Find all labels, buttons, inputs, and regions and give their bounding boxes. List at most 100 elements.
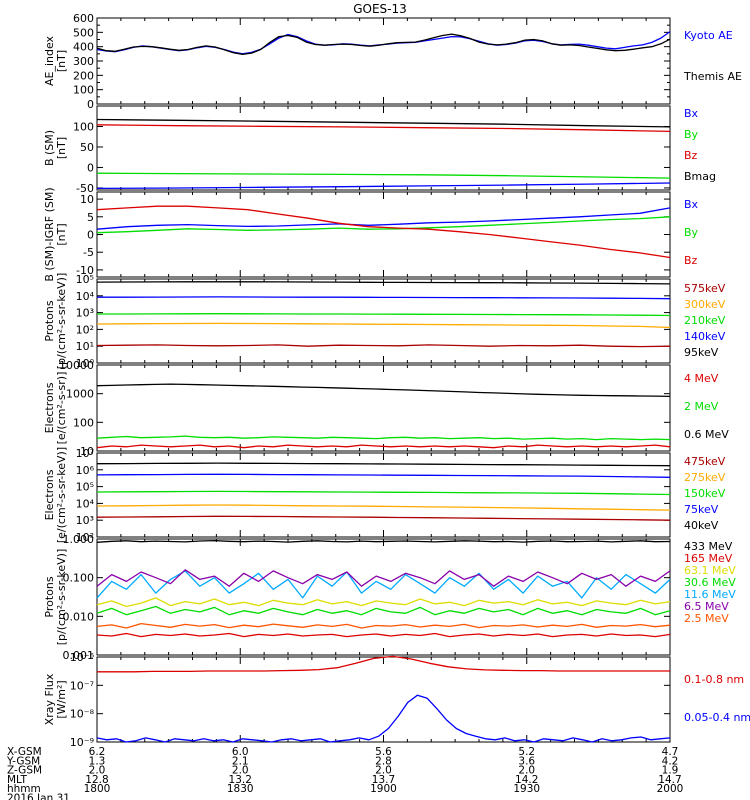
y-tick-label: 10 (80, 445, 94, 458)
legend-entry: 95keV (684, 346, 719, 359)
orbit-cell: 2.0 (518, 765, 535, 777)
series-line-140kev (97, 296, 671, 300)
y-tick-label: 10⁻⁷ (70, 679, 94, 692)
orbit-cell: 2.1 (232, 755, 249, 767)
orbit-row-label: MLT (7, 774, 27, 786)
y-tick-label: 10⁵ (76, 481, 94, 494)
y-tick-label: 300 (73, 55, 94, 68)
y-tick-label: 10000 (59, 359, 94, 372)
orbit-cell: 4.7 (662, 746, 679, 758)
series-line-575kev (96, 344, 671, 348)
y-axis-label: Electrons[e/(cm²-s-sr-keV)] (43, 447, 68, 543)
orbit-cell: 1930 (513, 783, 540, 795)
orbit-cell: 6.0 (232, 746, 249, 758)
legend-entry: Bx (684, 198, 699, 211)
panel-frame (96, 278, 671, 364)
legend-entry: 300keV (684, 298, 726, 311)
series-line-by (96, 216, 671, 234)
legend-entry: 210keV (684, 314, 726, 327)
legend-entry: 6.5 MeV (684, 600, 729, 613)
y-axis-label: Electrons[e/(cm²-s-sr)] (43, 372, 68, 445)
y-tick-label: 10⁻⁹ (70, 736, 94, 749)
orbit-row-label: hhmm (7, 783, 41, 795)
legend-entry: 165 MeV (684, 552, 733, 565)
legend-entry: 0.05-0.4 nm (684, 711, 750, 724)
series-line-bmag (96, 118, 671, 128)
legend-entry: By (684, 128, 699, 141)
legend-entry: 275keV (684, 471, 726, 484)
series-line-bz (96, 205, 671, 259)
series-line-4-mev (96, 444, 671, 449)
legend-entry: 75keV (684, 503, 719, 516)
panel-frame (96, 656, 671, 743)
legend-entry: Themis AE (683, 70, 742, 83)
orbit-cell: 2.0 (232, 765, 249, 777)
orbit-cell: 2.0 (375, 765, 392, 777)
y-axis-label: Xray Flux[W/m²] (43, 673, 68, 725)
orbit-cell: 13.7 (372, 774, 395, 786)
panel-magedel: 10² 10³ 10⁴ 10⁵ 10⁶ 10⁷ Electrons[e/(cm²-s-sr-… (43, 447, 726, 544)
orbit-cell: 1830 (227, 783, 254, 795)
y-tick-label: 0 (87, 229, 94, 242)
legend-entry: 2.5 MeV (684, 612, 729, 625)
panel-frame (96, 17, 671, 105)
y-tick-label: -10 (76, 264, 94, 277)
y-tick-label: 10² (76, 323, 94, 336)
legend-entry: By (684, 226, 699, 239)
panel-bsm: -50 0 50 100 B (SM)[nT] Bx By Bz Bmag (43, 105, 716, 195)
y-axis-label: B (SM)-IGRF (SM)[nT] (43, 187, 68, 281)
orbit-table: X-GSM 6.2 6.0 5.6 5.2 4.7 Y-GSM 1.3 2.1 2.8 3.6 4.2… (6, 746, 683, 800)
y-tick-label: 10⁻⁶ (70, 651, 95, 664)
legend-entry: Bx (684, 107, 699, 120)
y-tick-label: 0.010 (63, 610, 95, 623)
orbit-cell: 1800 (84, 783, 111, 795)
orbit-cell: 3.6 (518, 755, 535, 767)
series-line-40kev (96, 462, 671, 467)
y-tick-label: 400 (73, 41, 94, 54)
series-line-30-6-mev (96, 605, 671, 616)
series-line-bz (96, 124, 671, 133)
y-tick-label: 10⁴ (76, 497, 95, 510)
series-line-210kev (97, 313, 671, 317)
y-tick-label: 5 (87, 211, 94, 224)
y-tick-label: 10⁶ (76, 464, 95, 477)
orbit-cell: 2.8 (375, 755, 392, 767)
orbit-row-label: Z-GSM (7, 765, 42, 777)
y-tick-label: 0 (87, 98, 94, 111)
y-axis-label: B (SM)[nT] (43, 130, 68, 166)
y-tick-label: 0.001 (63, 649, 95, 662)
legend-entry: 2 MeV (684, 400, 719, 413)
orbit-row-label: Y-GSM (6, 755, 40, 767)
y-tick-label: 10² (76, 531, 94, 544)
y-tick-label: 10³ (76, 307, 94, 320)
orbit-cell: 1.9 (662, 765, 679, 777)
series-line-0-1-0-8-nm (97, 655, 670, 673)
y-tick-label: 10⁵ (76, 273, 94, 286)
legend-entry: 4 MeV (684, 372, 719, 385)
series-line-2-5-mev (96, 622, 671, 629)
series-line-6-5-mev (96, 569, 671, 587)
y-tick-label: 10⁰ (76, 357, 95, 370)
y-tick-label: 100 (73, 416, 94, 429)
legend-entry: Kyoto AE (684, 29, 733, 42)
series-line-themis-ae (96, 33, 671, 56)
y-tick-label: 0.100 (63, 572, 95, 585)
orbit-cell: 2000 (657, 783, 684, 795)
y-tick-label: 1000 (66, 388, 94, 401)
legend-entry: Bz (684, 254, 698, 267)
series-line-0-6-mev (96, 383, 671, 398)
legend-entry: 140keV (684, 330, 726, 343)
legend-entry: 0.6 MeV (684, 428, 729, 441)
y-axis-label: AE_index[nT] (43, 35, 68, 86)
series-line-433-mev (96, 539, 671, 543)
legend-entry: 475keV (684, 455, 726, 468)
legend-entry: 11.6 MeV (684, 588, 736, 601)
series-line-475kev (96, 515, 671, 521)
orbit-cell: 4.2 (662, 755, 679, 767)
y-tick-label: 200 (73, 69, 94, 82)
series-line-0-05-0-4-nm (96, 694, 671, 743)
